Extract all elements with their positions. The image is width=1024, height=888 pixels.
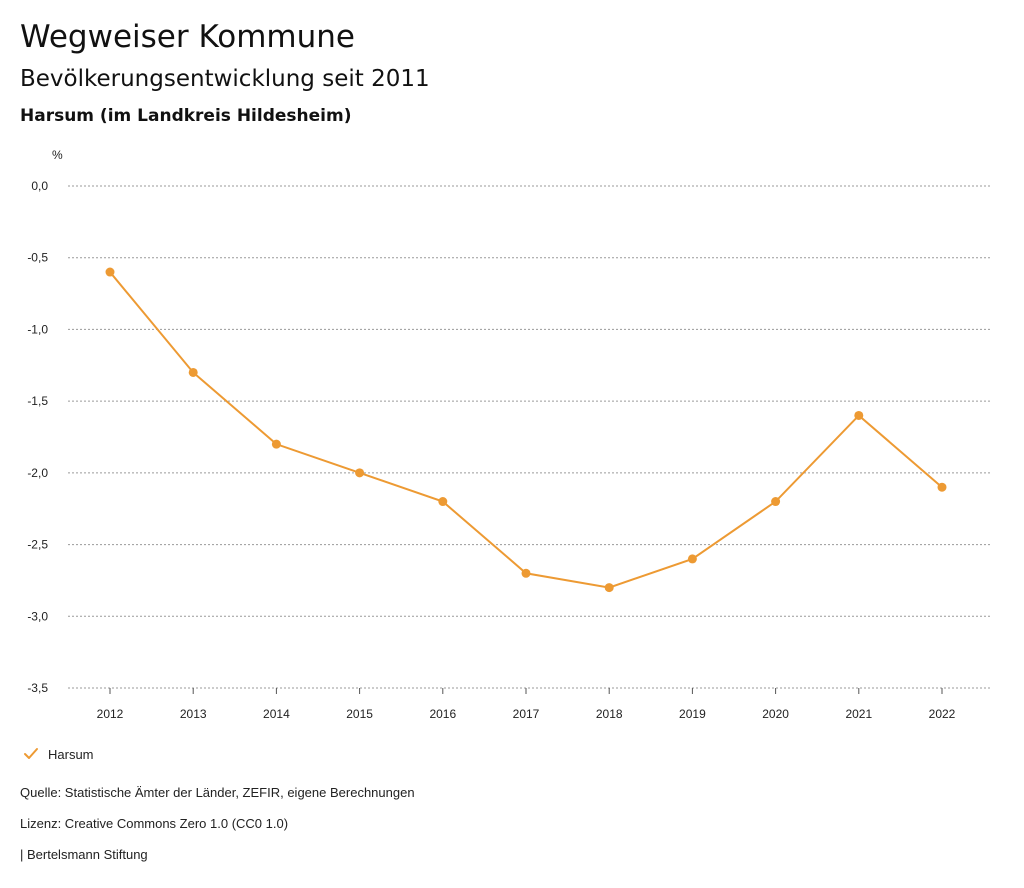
y-tick-label: -2,5 <box>27 538 48 552</box>
data-point[interactable] <box>105 267 115 277</box>
x-tick-label: 2017 <box>513 707 540 721</box>
data-point[interactable] <box>771 497 781 507</box>
chart-subtitle: Bevölkerungsentwicklung seit 2011 <box>20 66 430 92</box>
series-line <box>109 271 943 589</box>
legend[interactable]: Harsum <box>22 744 94 764</box>
x-tick-label: 2016 <box>429 707 456 721</box>
x-tick-label: 2021 <box>845 707 872 721</box>
x-tick-label: 2012 <box>97 707 124 721</box>
x-tick-label: 2019 <box>679 707 706 721</box>
data-point[interactable] <box>854 410 864 420</box>
data-point[interactable] <box>604 583 614 593</box>
y-tick-label: 0,0 <box>31 179 48 193</box>
region-label: Harsum (im Landkreis Hildesheim) <box>20 106 352 126</box>
data-point[interactable] <box>355 468 365 478</box>
data-point[interactable] <box>271 439 281 449</box>
legend-label: Harsum <box>48 746 94 762</box>
data-point[interactable] <box>687 554 697 564</box>
data-point[interactable] <box>188 367 198 377</box>
y-tick-label: -3,5 <box>27 681 48 695</box>
y-tick-label: -1,0 <box>27 322 48 336</box>
x-tick-label: 2020 <box>762 707 789 721</box>
y-axis-unit-label: % <box>52 148 63 162</box>
x-tick-label: 2018 <box>596 707 623 721</box>
data-point[interactable] <box>521 568 531 578</box>
y-tick-label: -3,0 <box>27 609 48 623</box>
x-tick-label: 2014 <box>263 707 290 721</box>
y-tick-label: -1,5 <box>27 394 48 408</box>
y-tick-label: -0,5 <box>27 251 48 265</box>
line-chart: % 0,0 -0,5 -1,0 -1,5 -2,0 -2,5 -3,0 -3,5 2012 20… <box>27 148 990 721</box>
license-note: Lizenz: Creative Commons Zero 1.0 (CC0 1… <box>20 816 289 831</box>
source-note: Quelle: Statistische Ämter der Länder, Z… <box>20 785 415 800</box>
x-tick-label: 2015 <box>346 707 373 721</box>
page-title: Wegweiser Kommune <box>20 19 355 55</box>
x-tick-label: 2013 <box>180 707 207 721</box>
x-tick-label: 2022 <box>929 707 956 721</box>
publisher-note: | Bertelsmann Stiftung <box>20 847 148 862</box>
data-point[interactable] <box>438 497 448 507</box>
legend-check-icon <box>24 748 38 759</box>
y-tick-label: -2,0 <box>27 466 48 480</box>
data-point[interactable] <box>937 482 947 492</box>
